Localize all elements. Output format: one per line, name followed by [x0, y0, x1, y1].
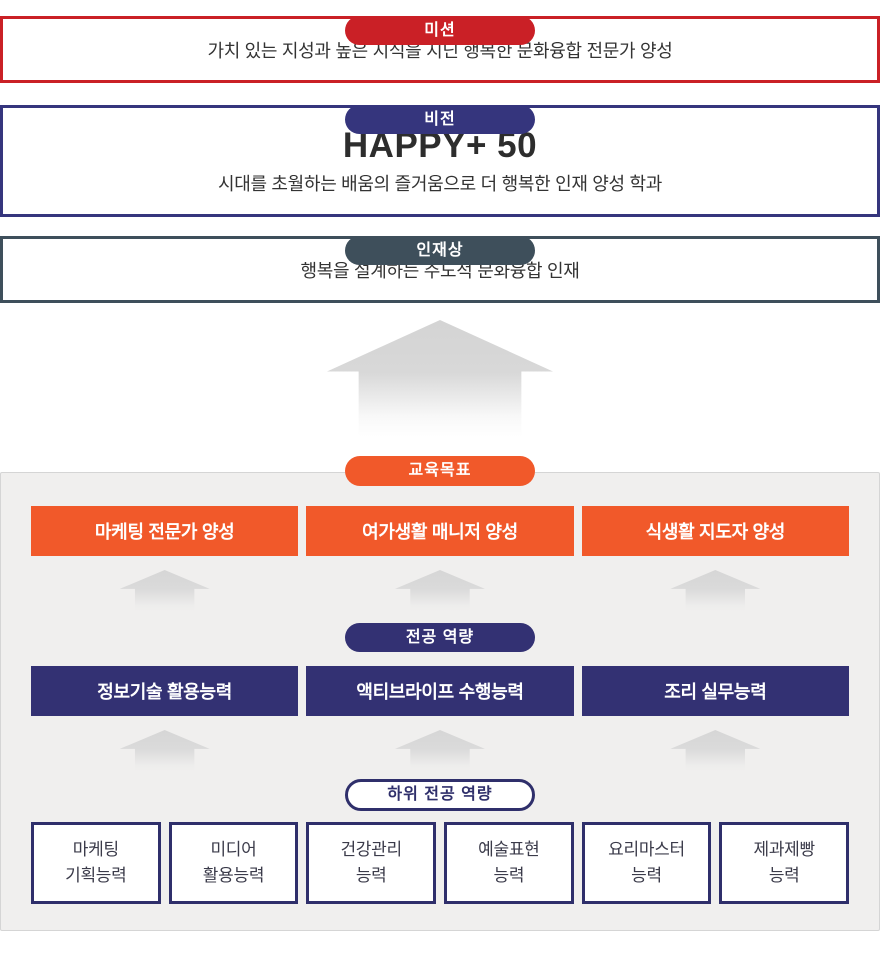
- up-arrow-icon: [119, 570, 210, 612]
- talent-section: 인재상 행복을 설계하는 주도적 문화융합 인재: [0, 236, 880, 303]
- competency-item-active-life: 액티브라이프 수행능력: [306, 666, 574, 716]
- up-arrow-icon: [394, 730, 485, 772]
- up-arrow-icon: [670, 570, 761, 612]
- major-competency-row: 정보기술 활용능력 액티브라이프 수행능력 조리 실무능력: [1, 666, 879, 716]
- talent-text: 행복을 설계하는 주도적 문화융합 인재: [300, 260, 580, 281]
- major-competency-badge: 전공 역량: [345, 623, 535, 652]
- education-goals-row: 마케팅 전문가 양성 여가생활 매니저 양성 식생활 지도자 양성: [1, 506, 879, 556]
- mission-badge: 미션: [345, 16, 535, 45]
- goal-item-diet: 식생활 지도자 양성: [581, 506, 849, 556]
- talent-badge: 인재상: [345, 236, 535, 265]
- sub-competency-health: 건강관리 능력: [306, 822, 436, 904]
- sub-competency-media: 미디어 활용능력: [168, 822, 299, 904]
- sub-competency-badge: 하위 전공 역량: [345, 779, 535, 811]
- curriculum-diagram: 미션 가치 있는 지성과 높은 지식을 지닌 행복한 문화융합 전문가 양성 비…: [0, 16, 880, 931]
- vision-section: 비전 HAPPY+ 50 시대를 초월하는 배움의 즐거움으로 더 행복한 인재…: [0, 105, 880, 217]
- vision-badge: 비전: [345, 105, 535, 134]
- vision-text: 시대를 초월하는 배움의 즐거움으로 더 행복한 인재 양성 학과: [217, 174, 663, 194]
- up-arrow-icon: [327, 320, 553, 437]
- sub-competency-row: 마케팅 기획능력 미디어 활용능력 건강관리 능력 예술표현 능력 요리마스터 …: [1, 822, 879, 904]
- mission-section: 미션 가치 있는 지성과 높은 지식을 지닌 행복한 문화융합 전문가 양성: [0, 16, 880, 83]
- mission-text: 가치 있는 지성과 높은 지식을 지닌 행복한 문화융합 전문가 양성: [207, 40, 673, 61]
- competency-item-cooking: 조리 실무능력: [581, 666, 849, 716]
- goal-item-leisure: 여가생활 매니저 양성: [306, 506, 574, 556]
- education-panel: 교육목표 마케팅 전문가 양성 여가생활 매니저 양성 식생활 지도자 양성 전…: [0, 456, 880, 931]
- up-arrow-icon: [119, 730, 210, 772]
- sub-competency-baking: 제과제빵 능력: [719, 822, 850, 904]
- arrow-row-upper: [1, 570, 879, 612]
- arrow-row-lower: [1, 730, 879, 772]
- competency-item-it: 정보기술 활용능력: [31, 666, 299, 716]
- sub-competency-art: 예술표현 능력: [444, 822, 574, 904]
- up-arrow-icon: [394, 570, 485, 612]
- up-arrow-icon: [670, 730, 761, 772]
- goal-item-marketing: 마케팅 전문가 양성: [31, 506, 299, 556]
- education-goals-badge: 교육목표: [345, 456, 535, 486]
- sub-competency-cook-master: 요리마스터 능력: [581, 822, 712, 904]
- sub-competency-marketing-planning: 마케팅 기획능력: [30, 822, 161, 904]
